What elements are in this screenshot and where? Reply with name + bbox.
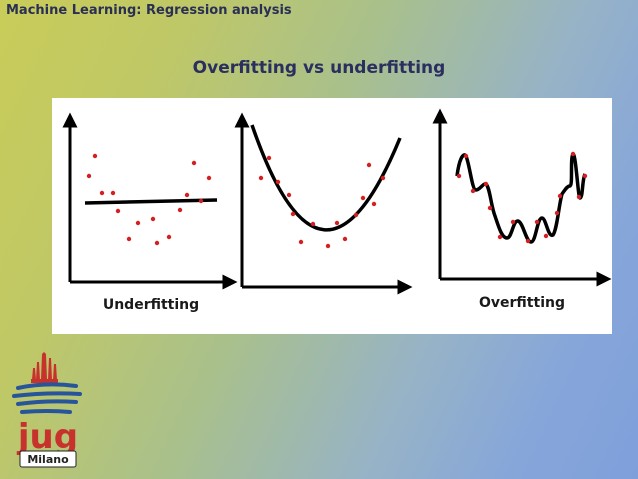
slide-header: Machine Learning: Regression analysis <box>6 3 292 18</box>
overfit-points <box>456 151 588 244</box>
underfitting-label: Underfitting <box>103 297 199 313</box>
jug-milano-logo: jug Milano <box>8 348 88 473</box>
goodfit-curve <box>250 124 402 232</box>
underfitting-plot <box>62 112 238 290</box>
logo-cup-icon <box>12 382 82 414</box>
slide-title: Overfitting vs underfitting <box>192 58 446 78</box>
logo-spires-icon <box>31 352 58 383</box>
overfitting-label: Overfitting <box>479 295 565 311</box>
figure-panel: Underfitting Overfitting <box>52 98 612 334</box>
underfit-line <box>84 198 218 205</box>
underfit-points <box>86 153 212 246</box>
figure-svg: Underfitting Overfitting <box>62 108 612 313</box>
logo-svg: jug Milano <box>12 352 82 468</box>
overfitting-plot <box>432 108 612 287</box>
logo-brand-text: jug <box>16 417 78 457</box>
goodfit-plot <box>234 112 413 295</box>
goodfit-points <box>258 155 386 249</box>
overfit-curve <box>455 152 587 244</box>
logo-city-text: Milano <box>27 453 69 466</box>
